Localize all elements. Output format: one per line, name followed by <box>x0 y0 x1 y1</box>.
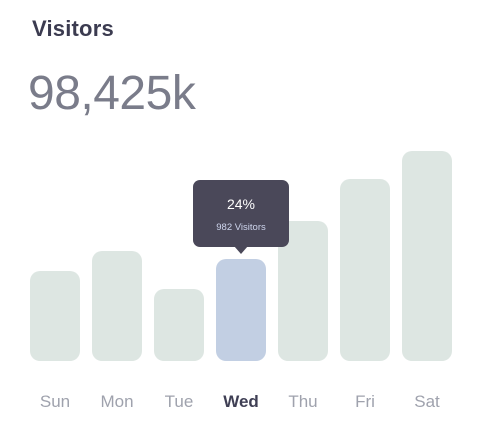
total-visitors: 98,425k <box>28 67 196 120</box>
bar-tooltip: 24% 982 Visitors <box>193 180 289 254</box>
bar-wed[interactable] <box>216 259 266 361</box>
x-tick-fri: Fri <box>355 392 375 411</box>
bar-sun[interactable] <box>30 271 80 361</box>
x-tick-thu: Thu <box>288 392 317 411</box>
tooltip-percent: 24% <box>227 196 255 212</box>
bar-fri[interactable] <box>340 179 390 361</box>
x-tick-sat: Sat <box>414 392 440 411</box>
bar-tue[interactable] <box>154 289 204 361</box>
x-tick-mon: Mon <box>100 392 133 411</box>
bar-thu[interactable] <box>278 221 328 361</box>
x-tick-tue: Tue <box>165 392 194 411</box>
tooltip-visitors: 982 Visitors <box>216 222 266 233</box>
bar-sat[interactable] <box>402 151 452 361</box>
card-title: Visitors <box>32 16 114 41</box>
tooltip-pointer <box>234 246 248 254</box>
tooltip-box <box>193 180 289 247</box>
bar-mon[interactable] <box>92 251 142 361</box>
x-tick-wed: Wed <box>223 392 259 411</box>
x-tick-sun: Sun <box>40 392 70 411</box>
